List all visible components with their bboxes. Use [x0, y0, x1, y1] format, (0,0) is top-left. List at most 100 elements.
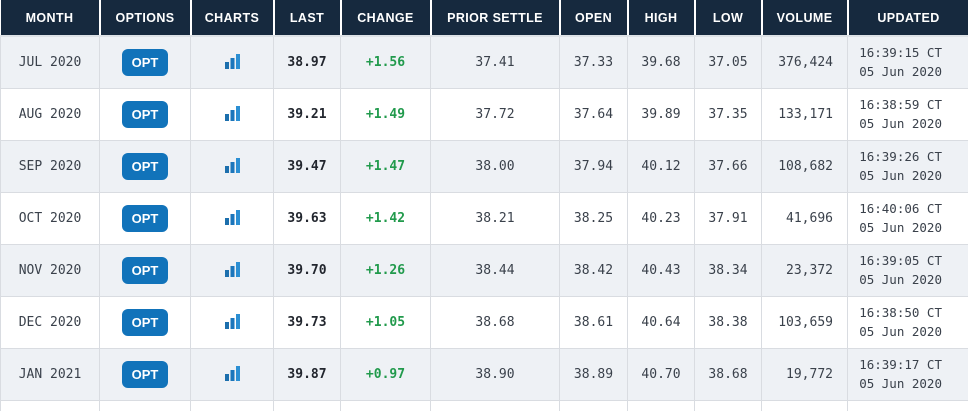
bar-chart-icon[interactable]: [221, 258, 243, 280]
options-opt-button[interactable]: OPT: [121, 204, 169, 232]
options-opt-button[interactable]: OPT: [121, 100, 169, 128]
updated-time: 16:40:06 CT: [859, 200, 942, 216]
month-cell: OCT 2020: [0, 192, 100, 245]
table-header: MONTH OPTIONS CHARTS LAST CHANGE PRIOR SETTLE…: [0, 0, 968, 37]
change-cell: +1.49: [340, 88, 431, 141]
updated-cell: 16:39:05 CT 05 Jun 2020: [847, 244, 968, 297]
month-cell: SEP 2020: [0, 140, 100, 193]
column-header-last: LAST: [273, 0, 342, 37]
change-cell: +1.26: [340, 244, 431, 297]
low-cell: 38.68: [694, 348, 762, 401]
updated-date: 05 Jun 2020: [859, 324, 942, 339]
open-cell: 38.42: [559, 244, 628, 297]
updated-time: 16:38:59 CT: [859, 96, 942, 112]
charts-cell: [190, 140, 274, 193]
high-cell: [627, 400, 695, 411]
prior_settle-cell: 38.21: [430, 192, 560, 245]
table-body: JUL 2020 OPT 38.97 +1.56 37.41 37.33 39.68 37.0…: [0, 36, 968, 411]
options-opt-button[interactable]: OPT: [121, 48, 169, 76]
updated-cell: 16:39:26 CT 05 Jun 2020: [847, 140, 968, 193]
last-cell: 39.70: [273, 244, 341, 297]
last-cell: 39.63: [273, 192, 341, 245]
last-cell: 39.87: [273, 348, 341, 401]
table-row: JUL 2020 OPT 38.97 +1.56 37.41 37.33 39.68 37.0…: [0, 36, 968, 89]
prior_settle-cell: [430, 400, 560, 411]
month-cell: JUL 2020: [0, 36, 100, 89]
options-cell: OPT: [99, 140, 191, 193]
options-cell: OPT: [99, 244, 191, 297]
bar-chart-icon[interactable]: [221, 362, 243, 384]
last-cell: 39.21: [273, 88, 341, 141]
high-cell: 39.89: [627, 88, 695, 141]
charts-cell: [190, 348, 274, 401]
low-cell: 38.34: [694, 244, 762, 297]
table-row: JAN 2021 OPT 39.87 +0.97 38.90 38.89 40.70 38.6…: [0, 348, 968, 401]
charts-cell: [190, 192, 274, 245]
volume-cell: 41,696: [761, 192, 848, 245]
month-cell: AUG 2020: [0, 88, 100, 141]
low-cell: 37.05: [694, 36, 762, 89]
bar-chart-icon[interactable]: [221, 310, 243, 332]
open-cell: 38.25: [559, 192, 628, 245]
options-opt-button[interactable]: OPT: [121, 256, 169, 284]
column-header-change: CHANGE: [340, 0, 432, 37]
updated-time: 16:39:26 CT: [859, 148, 942, 164]
bar-chart-icon[interactable]: [221, 102, 243, 124]
updated-cell: 16:39:15 CT 05 Jun 2020: [847, 36, 968, 89]
table-row: DEC 2020 OPT 39.73 +1.05 38.68 38.61 40.64 38.3…: [0, 296, 968, 349]
options-cell: OPT: [99, 192, 191, 245]
updated-cell: 16:38:50 CT 05 Jun 2020: [847, 296, 968, 349]
updated-date: 05 Jun 2020: [859, 376, 942, 391]
high-cell: 40.23: [627, 192, 695, 245]
prior_settle-cell: 37.41: [430, 36, 560, 89]
table-row: AUG 2020 OPT 39.21 +1.49 37.72 37.64 39.89 37.3…: [0, 88, 968, 141]
change-cell: +1.05: [340, 296, 431, 349]
options-opt-button[interactable]: OPT: [121, 360, 169, 388]
high-cell: 40.12: [627, 140, 695, 193]
prior_settle-cell: 37.72: [430, 88, 560, 141]
updated-cell: 16:38:59 CT 05 Jun 2020: [847, 88, 968, 141]
last-cell: 39.47: [273, 140, 341, 193]
charts-cell: [190, 36, 274, 89]
options-cell: OPT: [99, 296, 191, 349]
volume-cell: 23,372: [761, 244, 848, 297]
high-cell: 40.43: [627, 244, 695, 297]
table-row-partial: [0, 400, 968, 411]
high-cell: 40.64: [627, 296, 695, 349]
updated-time: 16:39:05 CT: [859, 252, 942, 268]
volume-cell: 103,659: [761, 296, 848, 349]
month-cell: DEC 2020: [0, 296, 100, 349]
prior_settle-cell: 38.68: [430, 296, 560, 349]
options-cell: OPT: [99, 36, 191, 89]
bar-chart-icon[interactable]: [221, 50, 243, 72]
open-cell: 38.89: [559, 348, 628, 401]
options-cell: [99, 400, 191, 411]
last-cell: 38.97: [273, 36, 341, 89]
change-cell: +1.47: [340, 140, 431, 193]
open-cell: [559, 400, 628, 411]
low-cell: 38.38: [694, 296, 762, 349]
month-cell: NOV 2020: [0, 244, 100, 297]
header-row: MONTH OPTIONS CHARTS LAST CHANGE PRIOR SETTLE…: [0, 0, 968, 37]
volume-cell: [761, 400, 848, 411]
bar-chart-icon[interactable]: [221, 154, 243, 176]
updated-time: 16:39:17 CT: [859, 356, 942, 372]
month-cell: JAN 2021: [0, 348, 100, 401]
volume-cell: 19,772: [761, 348, 848, 401]
charts-cell: [190, 400, 274, 411]
bar-chart-icon[interactable]: [221, 206, 243, 228]
prior_settle-cell: 38.44: [430, 244, 560, 297]
open-cell: 37.94: [559, 140, 628, 193]
volume-cell: 376,424: [761, 36, 848, 89]
updated-date: 05 Jun 2020: [859, 220, 942, 235]
options-opt-button[interactable]: OPT: [121, 308, 169, 336]
charts-cell: [190, 88, 274, 141]
open-cell: 37.64: [559, 88, 628, 141]
options-opt-button[interactable]: OPT: [121, 152, 169, 180]
change-cell: [340, 400, 431, 411]
options-cell: OPT: [99, 88, 191, 141]
column-header-options: OPTIONS: [99, 0, 192, 37]
last-cell: 39.73: [273, 296, 341, 349]
